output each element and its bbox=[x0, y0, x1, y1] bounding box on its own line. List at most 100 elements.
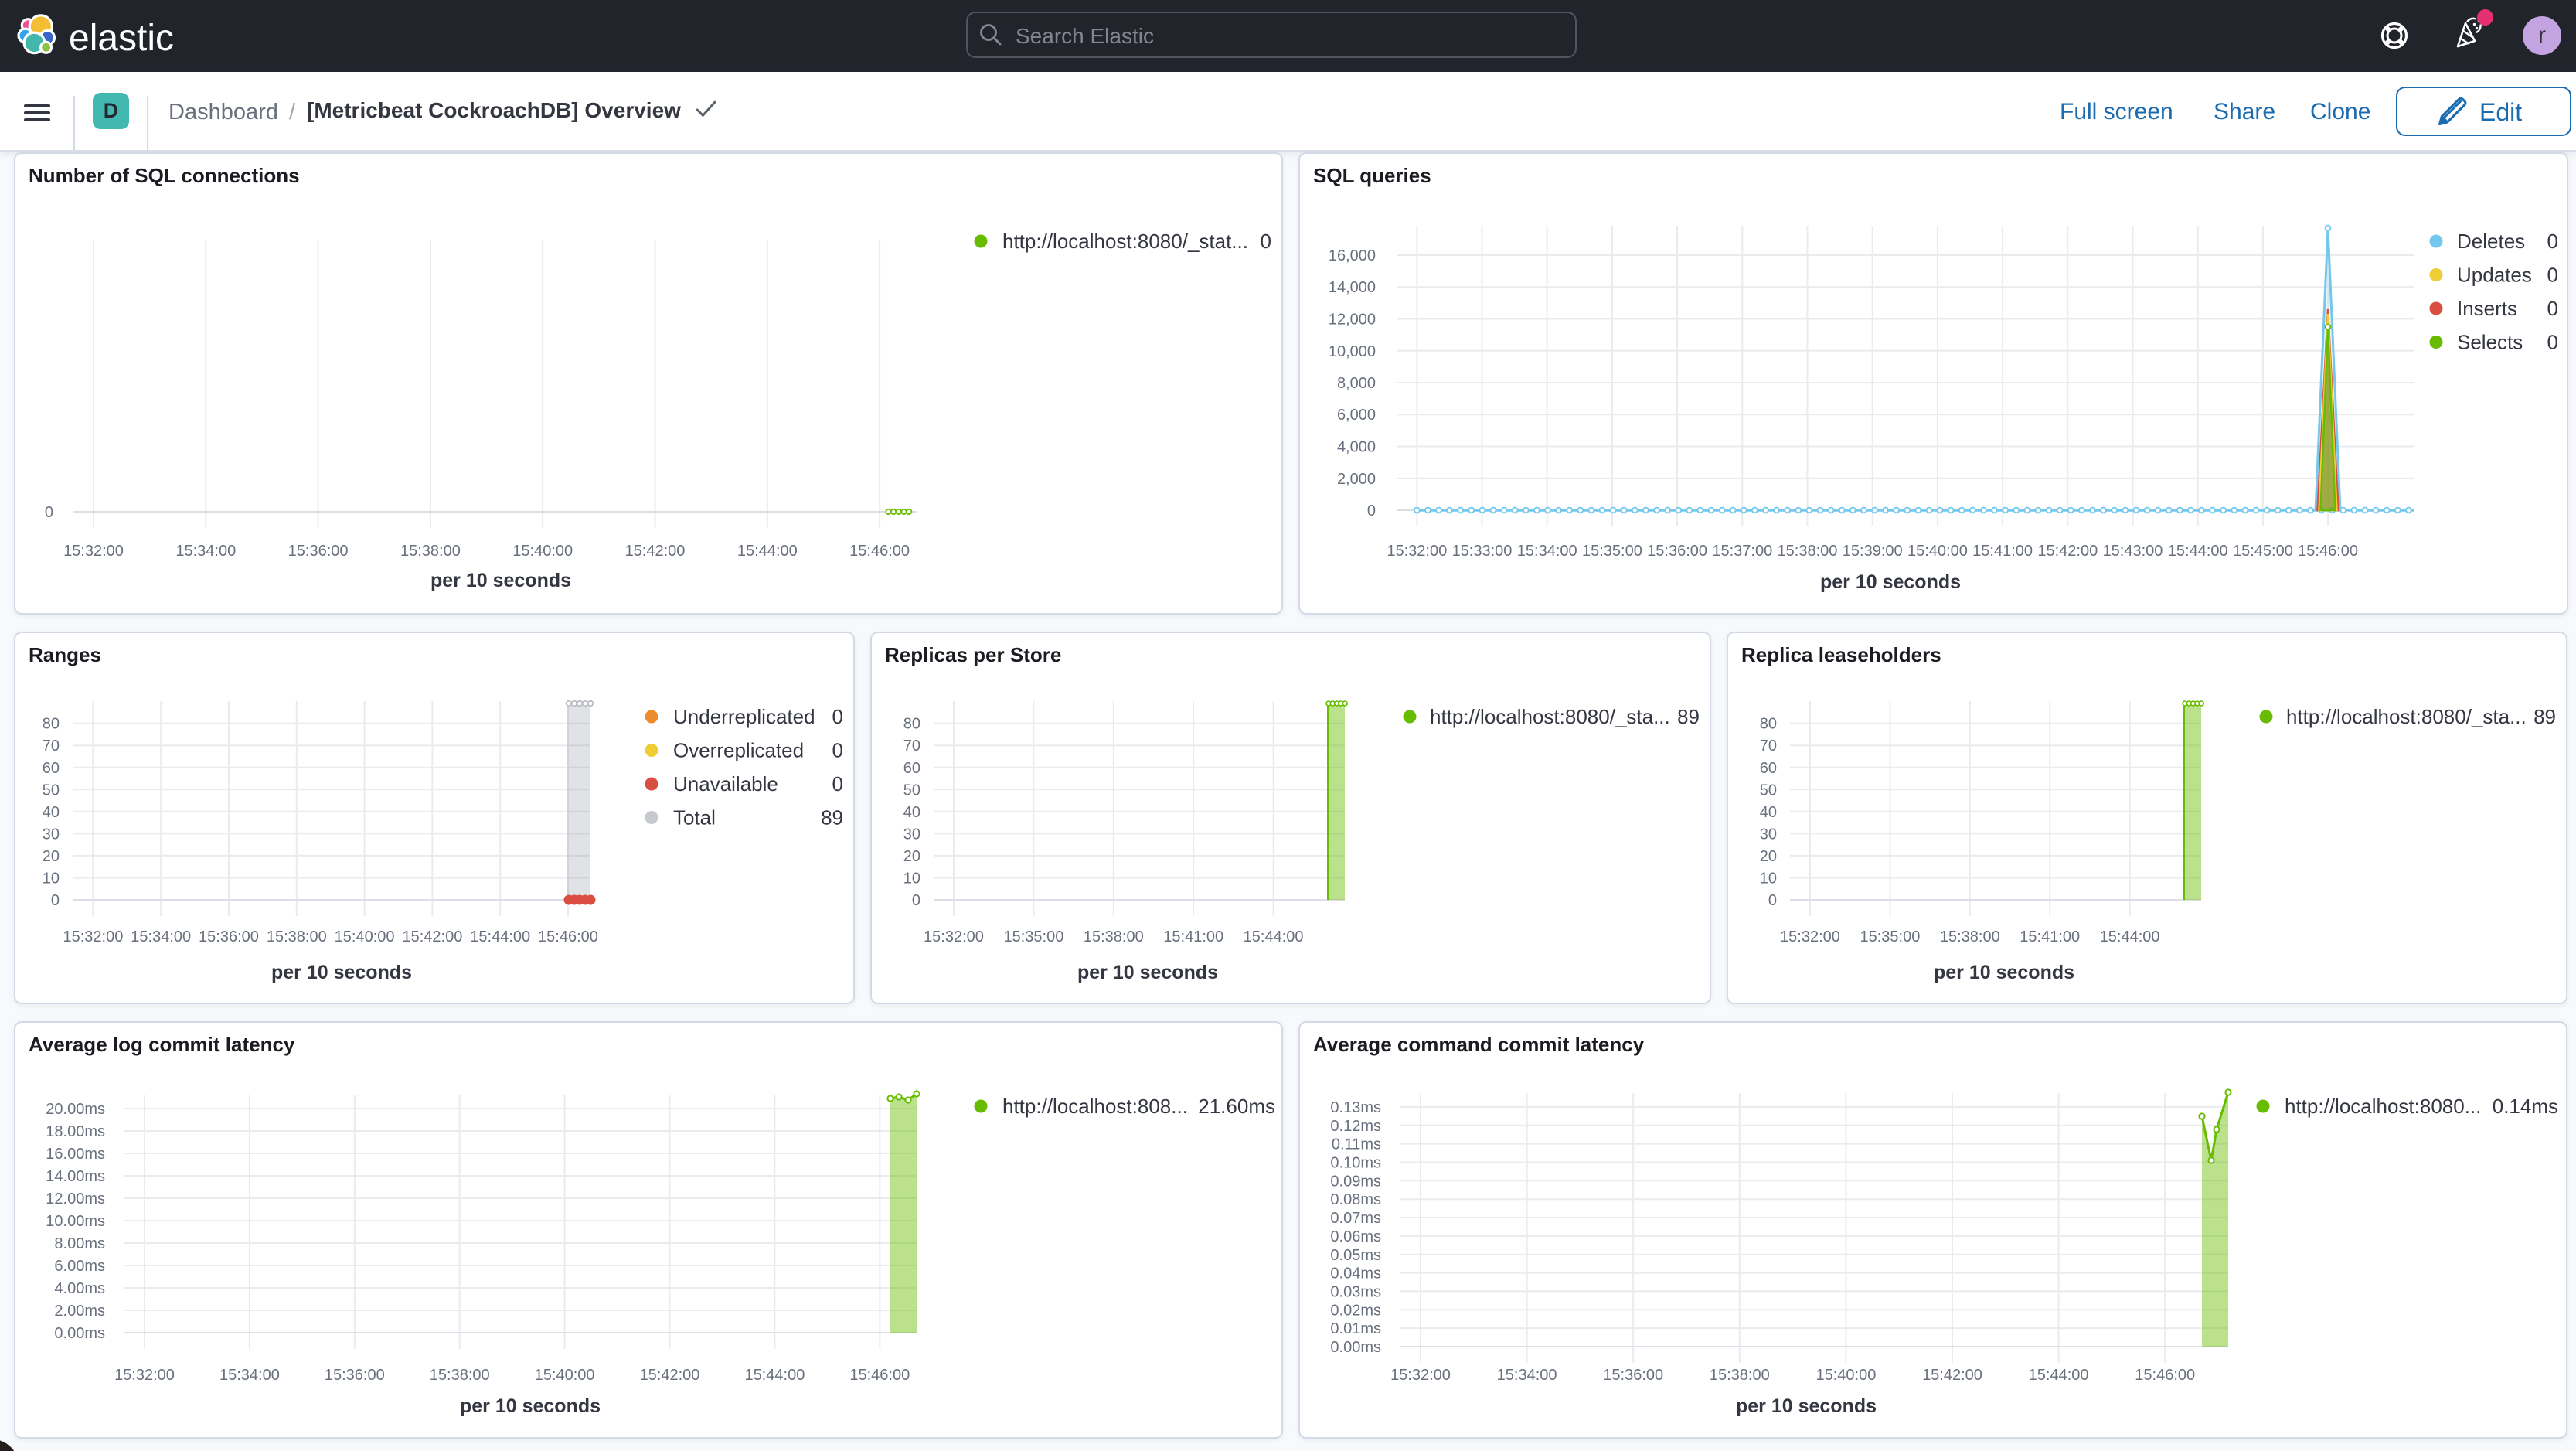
svg-text:15:38:00: 15:38:00 bbox=[1084, 928, 1144, 945]
svg-text:15:36:00: 15:36:00 bbox=[288, 543, 349, 560]
svg-text:10,000: 10,000 bbox=[1329, 343, 1376, 360]
svg-text:15:41:00: 15:41:00 bbox=[1163, 928, 1223, 945]
svg-text:70: 70 bbox=[903, 737, 920, 754]
svg-text:6,000: 6,000 bbox=[1337, 407, 1376, 424]
svg-text:15:42:00: 15:42:00 bbox=[625, 543, 686, 560]
svg-text:15:34:00: 15:34:00 bbox=[1497, 1367, 1557, 1384]
svg-text:15:32:00: 15:32:00 bbox=[1780, 928, 1840, 945]
svg-text:15:34:00: 15:34:00 bbox=[131, 928, 191, 945]
svg-text:0.11ms: 0.11ms bbox=[1332, 1136, 1381, 1153]
svg-text:15:43:00: 15:43:00 bbox=[2103, 543, 2163, 560]
svg-text:15:32:00: 15:32:00 bbox=[924, 928, 984, 945]
svg-text:15:34:00: 15:34:00 bbox=[1517, 543, 1577, 560]
svg-text:15:38:00: 15:38:00 bbox=[1778, 543, 1838, 560]
svg-text:0: 0 bbox=[2547, 264, 2558, 287]
svg-text:20: 20 bbox=[1760, 848, 1777, 865]
svg-text:0.13ms: 0.13ms bbox=[1330, 1099, 1381, 1116]
svg-text:15:38:00: 15:38:00 bbox=[1940, 928, 2000, 945]
svg-text:15:44:00: 15:44:00 bbox=[2029, 1367, 2089, 1384]
svg-text:15:34:00: 15:34:00 bbox=[219, 1367, 280, 1384]
svg-text:15:41:00: 15:41:00 bbox=[1972, 543, 2033, 560]
svg-text:15:40:00: 15:40:00 bbox=[1815, 1367, 1876, 1384]
svg-text:15:36:00: 15:36:00 bbox=[1603, 1367, 1663, 1384]
svg-text:http://localhost:8080/_sta...: http://localhost:8080/_sta... bbox=[1430, 705, 1670, 728]
svg-text:15:42:00: 15:42:00 bbox=[2037, 543, 2098, 560]
svg-text:4.00ms: 4.00ms bbox=[54, 1280, 105, 1297]
svg-text:15:35:00: 15:35:00 bbox=[1860, 928, 1920, 945]
svg-text:0: 0 bbox=[2547, 230, 2558, 253]
svg-text:0: 0 bbox=[2547, 297, 2558, 320]
svg-text:Inserts: Inserts bbox=[2457, 297, 2517, 320]
svg-text:0: 0 bbox=[1367, 502, 1376, 519]
svg-text:15:36:00: 15:36:00 bbox=[1647, 543, 1707, 560]
svg-text:15:40:00: 15:40:00 bbox=[1907, 543, 1968, 560]
svg-text:0.05ms: 0.05ms bbox=[1330, 1247, 1381, 1264]
svg-text:15:36:00: 15:36:00 bbox=[325, 1367, 385, 1384]
svg-text:15:44:00: 15:44:00 bbox=[470, 928, 530, 945]
svg-text:20.00ms: 20.00ms bbox=[46, 1101, 105, 1118]
svg-text:15:37:00: 15:37:00 bbox=[1712, 543, 1772, 560]
svg-text:16,000: 16,000 bbox=[1329, 247, 1376, 264]
svg-text:15:46:00: 15:46:00 bbox=[538, 928, 598, 945]
svg-text:12,000: 12,000 bbox=[1329, 312, 1376, 329]
svg-text:0.04ms: 0.04ms bbox=[1330, 1265, 1381, 1282]
svg-text:89: 89 bbox=[821, 806, 843, 829]
svg-text:6.00ms: 6.00ms bbox=[54, 1258, 105, 1275]
svg-text:10.00ms: 10.00ms bbox=[46, 1213, 105, 1230]
svg-text:http://localhost:8080/_sta...: http://localhost:8080/_sta... bbox=[2286, 705, 2527, 728]
svg-text:0: 0 bbox=[51, 892, 60, 909]
svg-text:14,000: 14,000 bbox=[1329, 279, 1376, 296]
svg-text:50: 50 bbox=[1760, 782, 1777, 799]
svg-text:15:44:00: 15:44:00 bbox=[2168, 543, 2228, 560]
svg-text:16.00ms: 16.00ms bbox=[46, 1146, 105, 1163]
svg-text:0.07ms: 0.07ms bbox=[1330, 1210, 1381, 1227]
svg-text:50: 50 bbox=[43, 782, 60, 799]
svg-text:80: 80 bbox=[43, 716, 60, 733]
svg-text:per 10 seconds: per 10 seconds bbox=[1077, 962, 1218, 983]
svg-text:21.60ms: 21.60ms bbox=[1198, 1095, 1275, 1118]
svg-text:15:46:00: 15:46:00 bbox=[849, 1367, 910, 1384]
svg-text:15:36:00: 15:36:00 bbox=[199, 928, 259, 945]
svg-text:15:41:00: 15:41:00 bbox=[2020, 928, 2080, 945]
svg-text:70: 70 bbox=[1760, 737, 1777, 754]
svg-text:0.08ms: 0.08ms bbox=[1330, 1191, 1381, 1208]
svg-text:8,000: 8,000 bbox=[1337, 375, 1376, 392]
svg-text:0.10ms: 0.10ms bbox=[1330, 1155, 1381, 1172]
svg-text:15:44:00: 15:44:00 bbox=[2100, 928, 2160, 945]
svg-text:2,000: 2,000 bbox=[1337, 471, 1376, 488]
svg-text:20: 20 bbox=[43, 848, 60, 865]
svg-text:14.00ms: 14.00ms bbox=[46, 1168, 105, 1185]
svg-text:15:42:00: 15:42:00 bbox=[402, 928, 462, 945]
svg-text:per 10 seconds: per 10 seconds bbox=[460, 1395, 601, 1417]
svg-text:15:46:00: 15:46:00 bbox=[2135, 1367, 2195, 1384]
svg-text:15:39:00: 15:39:00 bbox=[1843, 543, 1903, 560]
svg-text:15:40:00: 15:40:00 bbox=[512, 543, 573, 560]
svg-text:0.14ms: 0.14ms bbox=[2493, 1095, 2558, 1118]
svg-text:15:35:00: 15:35:00 bbox=[1582, 543, 1642, 560]
svg-text:0: 0 bbox=[912, 892, 920, 909]
svg-text:15:44:00: 15:44:00 bbox=[737, 543, 798, 560]
svg-text:0: 0 bbox=[1768, 892, 1777, 909]
svg-text:0.09ms: 0.09ms bbox=[1330, 1173, 1381, 1190]
svg-text:per 10 seconds: per 10 seconds bbox=[1736, 1395, 1877, 1417]
svg-text:89: 89 bbox=[2533, 705, 2556, 728]
svg-text:Unavailable: Unavailable bbox=[673, 772, 778, 795]
svg-text:0: 0 bbox=[2547, 331, 2558, 354]
svg-text:15:40:00: 15:40:00 bbox=[535, 1367, 595, 1384]
svg-text:8.00ms: 8.00ms bbox=[54, 1235, 105, 1252]
svg-text:15:42:00: 15:42:00 bbox=[640, 1367, 700, 1384]
svg-text:15:33:00: 15:33:00 bbox=[1452, 543, 1513, 560]
svg-text:per 10 seconds: per 10 seconds bbox=[430, 570, 571, 591]
svg-text:70: 70 bbox=[43, 737, 60, 754]
svg-text:30: 30 bbox=[43, 826, 60, 843]
svg-text:15:32:00: 15:32:00 bbox=[63, 543, 124, 560]
svg-text:10: 10 bbox=[1760, 870, 1777, 887]
svg-text:15:38:00: 15:38:00 bbox=[267, 928, 327, 945]
svg-text:15:32:00: 15:32:00 bbox=[114, 1367, 175, 1384]
svg-text:0.00ms: 0.00ms bbox=[54, 1325, 105, 1342]
svg-text:2.00ms: 2.00ms bbox=[54, 1303, 105, 1320]
svg-text:15:32:00: 15:32:00 bbox=[63, 928, 123, 945]
svg-text:Updates: Updates bbox=[2457, 264, 2532, 287]
svg-text:Underreplicated: Underreplicated bbox=[673, 705, 815, 728]
svg-text:0.01ms: 0.01ms bbox=[1330, 1320, 1381, 1337]
